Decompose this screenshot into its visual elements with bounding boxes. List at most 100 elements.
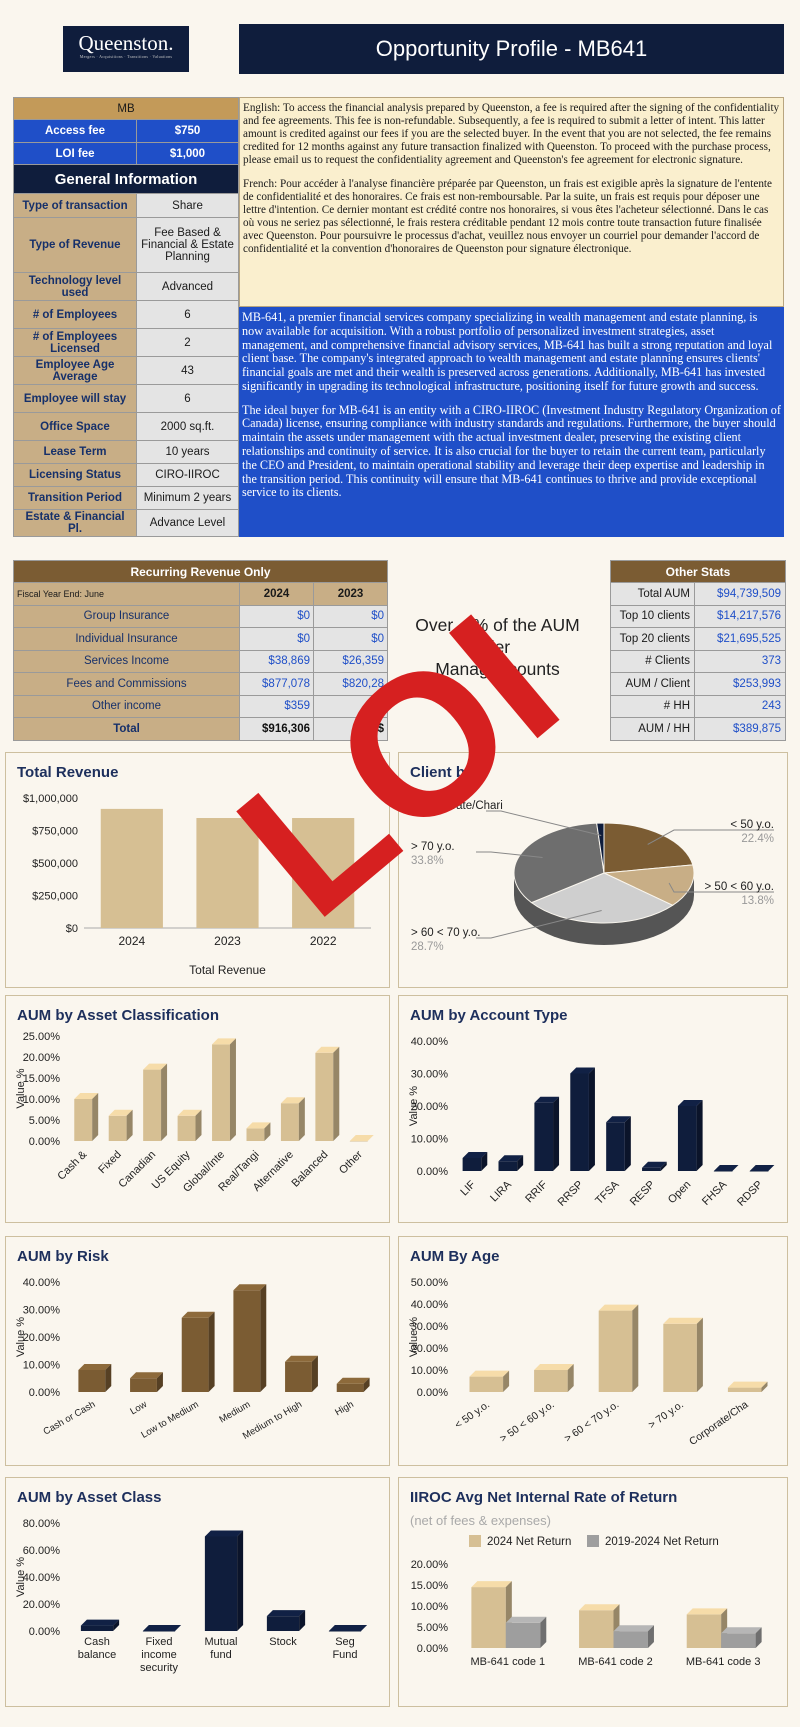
bar-top	[143, 1063, 168, 1070]
bar	[181, 1311, 215, 1392]
x-tick-label: Cash	[84, 1636, 110, 1648]
bar-top	[749, 1165, 775, 1171]
y-tick-label: $0	[66, 923, 78, 935]
bar-front	[749, 1171, 769, 1172]
x-tick-label: Fixed	[96, 1149, 124, 1177]
x-tick-label: Stock	[269, 1636, 297, 1648]
x-tick-label: security	[140, 1662, 178, 1674]
bar	[469, 1370, 510, 1392]
bar-front	[686, 1614, 722, 1648]
info-value: Advanced	[136, 272, 239, 301]
pie-slice	[596, 822, 605, 874]
bar-side	[229, 1038, 236, 1141]
bar-top	[285, 1355, 318, 1362]
y-tick-label: 0.00%	[417, 1166, 448, 1178]
y-tick-label: $1,000,000	[23, 793, 78, 805]
bar-top	[108, 1109, 133, 1116]
bar-side	[696, 1317, 703, 1392]
bar-front	[534, 1370, 568, 1392]
recurring-revenue-table: Recurring Revenue Only Fiscal Year End: …	[13, 560, 388, 741]
revenue-total-value: $916,306	[239, 717, 314, 741]
y-tick-label: 0.00%	[417, 1387, 448, 1399]
bar-side	[237, 1530, 244, 1631]
info-value: CIRO-IIROC	[136, 463, 239, 487]
loi-fee-value: $1,000	[136, 142, 239, 165]
bar	[177, 1109, 202, 1141]
pie-percent: 13.8%	[741, 895, 774, 907]
y-tick-label: 40.00%	[411, 1036, 449, 1048]
bar-front	[328, 1631, 362, 1632]
bar-side	[481, 1152, 488, 1171]
pie-percent: 22.4%	[741, 833, 774, 845]
bar	[315, 1046, 340, 1141]
bar-side	[264, 1122, 271, 1141]
stat-label: Total AUM	[610, 582, 695, 606]
bar-top	[74, 1093, 99, 1099]
fee-notice-english: English: To access the financial analysi…	[243, 102, 780, 166]
bar-top	[80, 1619, 120, 1626]
info-label: Employee will stay	[13, 384, 137, 413]
company-description: MB-641, a premier financial services com…	[239, 307, 784, 537]
stat-label: # Clients	[610, 649, 695, 673]
chart-title: AUM by Account Type	[410, 1007, 568, 1024]
chart-title: IIROC Avg Net Internal Rate of Return	[410, 1489, 678, 1506]
bar-front	[80, 1625, 114, 1631]
y-tick-label: 10.00%	[411, 1134, 449, 1146]
bar-front	[505, 1622, 541, 1648]
y-tick-label: $750,000	[32, 826, 78, 838]
bar-front	[713, 1171, 733, 1172]
bar	[233, 1284, 267, 1392]
bar-front	[181, 1317, 209, 1392]
bar-top	[246, 1122, 271, 1129]
bar-front	[606, 1122, 625, 1171]
info-label: Employee Age Average	[13, 356, 137, 385]
bar-front	[498, 1161, 518, 1171]
revenue-total-label: Total	[13, 717, 240, 741]
x-tick-label: income	[141, 1649, 176, 1661]
bar-side	[540, 1616, 547, 1648]
bar-front	[534, 1102, 554, 1171]
revenue-label: Other income	[13, 694, 240, 718]
x-tick-label: MB-641 code 2	[578, 1656, 653, 1668]
chart-title: AUM by Risk	[17, 1248, 109, 1265]
bar	[100, 808, 163, 928]
description-paragraph: The ideal buyer for MB-641 is an entity …	[242, 402, 781, 500]
bar-top	[142, 1625, 182, 1631]
pie-label: > 70 y.o.	[411, 841, 455, 853]
y-tick-label: 10.00%	[23, 1094, 61, 1106]
bar-top	[280, 1097, 305, 1104]
x-tick-label: > 60 < 70 y.o.	[562, 1399, 621, 1445]
bar	[142, 1625, 182, 1632]
x-tick-label: FHSA	[700, 1178, 730, 1208]
bar-side	[311, 1355, 318, 1392]
bar-front	[336, 1383, 364, 1392]
bar	[677, 1100, 703, 1171]
pie-slice	[513, 822, 605, 904]
revenue-label: Group Insurance	[13, 604, 240, 628]
pie-percent: 33.8%	[411, 855, 444, 867]
aum-note: Over % of the AUM der Manag counts	[415, 615, 580, 679]
x-tick-label: Low to Medium	[139, 1399, 200, 1441]
chart-client-base: < 50 y.o. 22.4% > 50 < 60 y.o. 13.8% > 60 < …	[398, 752, 788, 988]
other-stats-heading: Other Stats	[610, 560, 786, 583]
revenue-value: $359	[239, 694, 314, 718]
x-tick-label: RESP	[628, 1179, 658, 1209]
bar-front	[663, 1323, 697, 1392]
x-tick-label: Corporate/Cha	[687, 1399, 750, 1448]
info-value: 2000 sq.ft.	[136, 412, 239, 441]
bar-front	[349, 1141, 368, 1142]
bar-side	[208, 1311, 215, 1392]
bar	[74, 1093, 99, 1141]
bar	[642, 1161, 667, 1171]
x-tick-label: Other	[337, 1148, 365, 1176]
bar-side	[156, 1372, 163, 1392]
bar-side	[92, 1093, 99, 1141]
bar	[196, 818, 259, 928]
loi-fee-label: LOI fee	[13, 142, 137, 165]
pie-leader-line	[668, 882, 774, 893]
bar	[613, 1625, 654, 1648]
bar-top	[713, 1165, 739, 1171]
fee-notice: English: To access the financial analysi…	[239, 97, 784, 307]
y-tick-label: 30.00%	[411, 1321, 449, 1333]
bar-side	[755, 1627, 762, 1648]
